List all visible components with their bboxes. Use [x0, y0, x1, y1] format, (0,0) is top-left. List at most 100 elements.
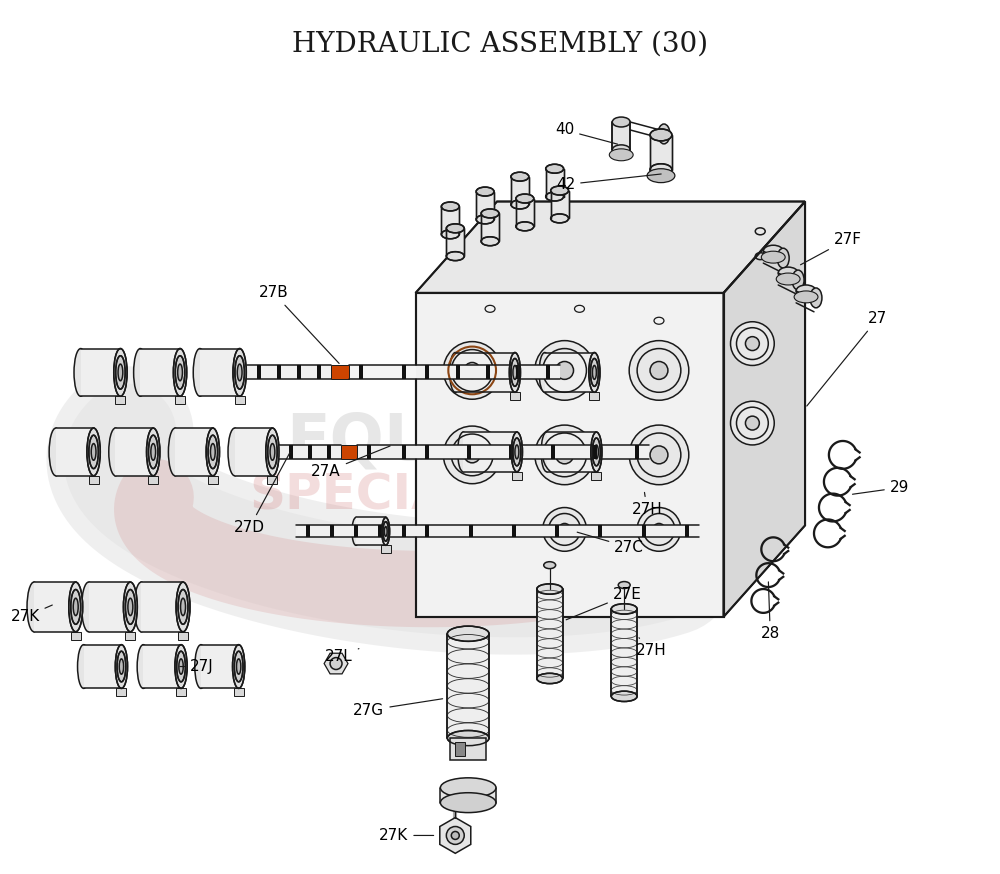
Ellipse shape [175, 356, 185, 389]
Ellipse shape [210, 444, 215, 461]
Bar [469, 525, 473, 538]
Bar [611, 609, 637, 697]
Ellipse shape [551, 186, 569, 195]
Ellipse shape [441, 202, 459, 211]
Polygon shape [81, 349, 120, 396]
Ellipse shape [777, 248, 789, 268]
Ellipse shape [516, 222, 534, 231]
Polygon shape [440, 817, 471, 853]
Polygon shape [34, 582, 76, 632]
Ellipse shape [513, 438, 521, 466]
Ellipse shape [612, 145, 630, 155]
Text: 27J: 27J [180, 659, 214, 674]
Polygon shape [416, 293, 724, 617]
Bar [650, 135, 672, 170]
Bar [476, 191, 494, 219]
Circle shape [446, 827, 464, 844]
Polygon shape [356, 517, 386, 545]
Bar [635, 445, 639, 459]
Bar [551, 445, 555, 459]
Ellipse shape [551, 214, 569, 223]
Ellipse shape [125, 590, 135, 624]
Ellipse shape [382, 517, 390, 545]
Text: 27K: 27K [10, 605, 52, 624]
Ellipse shape [515, 445, 519, 459]
Ellipse shape [481, 209, 499, 218]
Ellipse shape [119, 659, 124, 674]
Polygon shape [89, 475, 99, 483]
Bar [546, 169, 564, 197]
Bar [642, 525, 646, 538]
Bar [441, 206, 459, 234]
Ellipse shape [796, 285, 816, 297]
Bar [516, 365, 520, 379]
Bar [289, 445, 293, 459]
Bar [486, 365, 490, 379]
Text: 42: 42 [556, 174, 661, 192]
Polygon shape [463, 432, 517, 472]
Ellipse shape [352, 517, 360, 545]
Ellipse shape [195, 645, 207, 689]
Polygon shape [547, 432, 596, 472]
Circle shape [330, 657, 342, 669]
Ellipse shape [481, 237, 499, 246]
Bar [425, 445, 429, 459]
Ellipse shape [193, 349, 207, 396]
Bar [416, 365, 560, 379]
Polygon shape [115, 428, 153, 475]
Polygon shape [591, 472, 601, 480]
Bar [277, 365, 281, 379]
Circle shape [535, 341, 594, 400]
Circle shape [556, 362, 574, 379]
Ellipse shape [128, 598, 133, 615]
Ellipse shape [268, 435, 277, 468]
Polygon shape [201, 645, 239, 689]
Bar [447, 634, 489, 738]
Ellipse shape [87, 428, 100, 475]
Circle shape [443, 342, 501, 399]
Ellipse shape [647, 169, 675, 183]
Ellipse shape [147, 428, 160, 475]
Ellipse shape [233, 349, 246, 396]
Circle shape [464, 363, 480, 378]
Bar [402, 445, 406, 459]
Bar [456, 365, 460, 379]
Bar [598, 525, 602, 538]
Ellipse shape [537, 584, 563, 594]
Circle shape [543, 508, 586, 551]
Text: HYDRAULIC ASSEMBLY (30): HYDRAULIC ASSEMBLY (30) [292, 31, 708, 58]
Ellipse shape [74, 349, 87, 396]
Bar [357, 445, 416, 459]
Ellipse shape [509, 352, 520, 392]
Ellipse shape [511, 200, 529, 209]
Ellipse shape [612, 117, 630, 127]
Ellipse shape [123, 582, 137, 632]
Bar [378, 525, 382, 538]
Bar [296, 525, 416, 538]
Polygon shape [208, 475, 218, 483]
Ellipse shape [175, 645, 187, 689]
Bar [425, 365, 429, 379]
Ellipse shape [71, 590, 81, 624]
Polygon shape [235, 428, 272, 475]
Polygon shape [512, 472, 522, 480]
Bar [308, 445, 312, 459]
Bar [551, 191, 569, 218]
Ellipse shape [511, 172, 529, 181]
Bar [509, 445, 513, 459]
Bar [306, 525, 310, 538]
Circle shape [451, 831, 459, 839]
Ellipse shape [235, 356, 244, 389]
Bar [416, 525, 699, 538]
Circle shape [637, 508, 681, 551]
Ellipse shape [177, 651, 185, 682]
Ellipse shape [511, 432, 522, 472]
Ellipse shape [134, 349, 147, 396]
Ellipse shape [117, 651, 126, 682]
Ellipse shape [611, 604, 637, 614]
Ellipse shape [609, 149, 633, 161]
Bar [402, 365, 406, 379]
Circle shape [464, 447, 480, 463]
Ellipse shape [537, 673, 563, 683]
Text: 29: 29 [853, 480, 909, 496]
